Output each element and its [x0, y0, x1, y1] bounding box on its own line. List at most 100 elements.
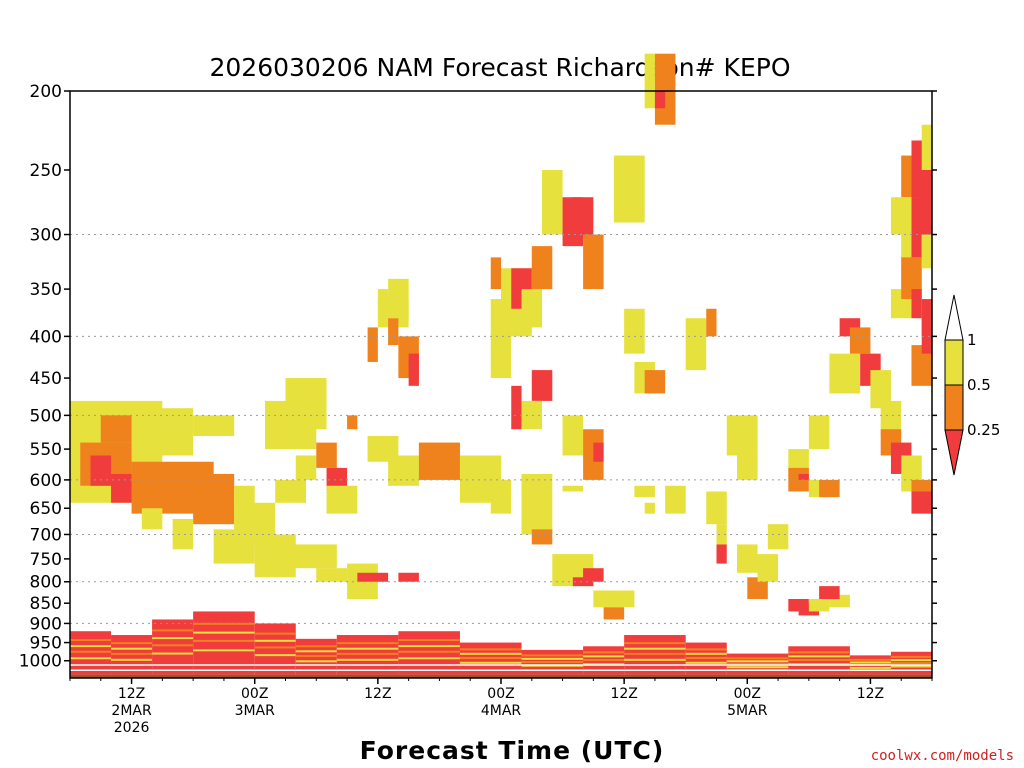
boundary-layer-gap [111, 669, 153, 671]
ri-cell [531, 370, 553, 401]
boundary-layer-gap [295, 669, 337, 671]
boundary-layer-stripe [70, 657, 112, 660]
boundary-layer-gap [254, 664, 296, 666]
x-axis-label: Forecast Time (UTC) [360, 736, 665, 765]
ri-cell [347, 415, 358, 430]
boundary-layer-stripe [295, 660, 337, 663]
ri-cell [542, 169, 563, 235]
boundary-layer-stripe [890, 665, 932, 668]
ri-cell [603, 607, 625, 620]
ri-cell [737, 449, 758, 480]
boundary-layer-gap [152, 664, 194, 666]
boundary-layer-gap [788, 664, 850, 666]
boundary-layer-stripe [254, 639, 296, 642]
ri-cell [644, 502, 655, 514]
boundary-layer-stripe [254, 632, 296, 635]
ri-cell [152, 408, 194, 456]
boundary-layer-stripe [521, 661, 584, 664]
ri-cell [193, 415, 235, 436]
legend-swatch-0.5 - 1 [944, 339, 964, 386]
ri-cell [921, 299, 932, 337]
ri-cell [531, 246, 553, 290]
boundary-layer-stripe [726, 657, 789, 660]
ri-cell [593, 442, 604, 462]
ri-cell [583, 234, 604, 290]
ri-cell [388, 455, 419, 486]
boundary-layer-gap [70, 664, 112, 666]
ri-cell [316, 442, 337, 468]
boundary-layer-stripe [788, 651, 850, 654]
ri-cell [911, 345, 932, 386]
ri-cell [808, 599, 830, 612]
ri-cell [511, 385, 522, 430]
boundary-layer-gap [254, 669, 296, 671]
ri-cell [654, 53, 676, 125]
boundary-layer-stripe [398, 650, 460, 653]
ri-cell [388, 318, 399, 346]
site-credit: coolwx.com/models [871, 748, 1014, 764]
boundary-layer-gap [521, 669, 584, 671]
boundary-layer-stripe [521, 654, 584, 657]
boundary-layer-stripe [849, 661, 891, 664]
ri-cell [388, 278, 409, 319]
boundary-layer-gap [890, 669, 932, 671]
boundary-layer-stripe [193, 639, 255, 642]
boundary-layer-gap [849, 664, 891, 666]
ri-cell [737, 544, 758, 573]
x-tick-label: 00Z [487, 686, 514, 702]
legend-swatch-> 1 [944, 294, 964, 341]
boundary-layer-gap [726, 669, 789, 671]
boundary-layer-stripe [459, 652, 522, 655]
ri-cell [521, 473, 553, 535]
ri-cell [901, 257, 922, 300]
boundary-layer-stripe [70, 650, 112, 653]
boundary-layer-stripe [459, 656, 522, 659]
y-tick-label: 350 [30, 280, 62, 300]
boundary-layer-stripe [70, 645, 112, 648]
boundary-layer-stripe [685, 648, 727, 651]
boundary-layer-stripe [70, 639, 112, 642]
ri-cell [367, 327, 378, 362]
ri-cell [665, 485, 686, 514]
y-tick-label: 950 [30, 634, 62, 654]
ri-cell [634, 485, 655, 498]
ri-cell [644, 53, 655, 109]
boundary-layer-stripe [726, 660, 789, 663]
boundary-layer-stripe [193, 622, 255, 625]
ri-cell [757, 554, 779, 582]
ri-cell [726, 415, 758, 456]
y-tick-label: 750 [30, 550, 62, 570]
ri-cell [357, 572, 389, 582]
ri-cell [295, 455, 317, 480]
boundary-layer-gap [521, 664, 584, 666]
boundary-layer-stripe [336, 652, 399, 655]
boundary-layer-gap [624, 664, 686, 666]
boundary-layer-stripe [890, 662, 932, 665]
ri-cell [829, 353, 861, 394]
ri-cell [798, 473, 809, 480]
boundary-layer-stripe [336, 642, 399, 645]
boundary-layer-stripe [459, 661, 522, 664]
y-tick-label: 900 [30, 614, 62, 634]
ri-cell [624, 308, 645, 354]
ri-cell [490, 257, 501, 290]
boundary-layer-stripe [459, 648, 522, 651]
legend-label: 1 [967, 331, 977, 349]
ri-cell [808, 415, 830, 450]
boundary-layer-stripe [685, 656, 727, 659]
ri-cell [870, 370, 891, 409]
ri-cell [377, 289, 389, 319]
boundary-layer-stripe [583, 659, 625, 662]
ri-cell [819, 586, 840, 600]
ri-cell [562, 485, 584, 492]
boundary-layer-stripe [398, 639, 460, 642]
ri-cell [326, 467, 348, 492]
ri-cell [572, 197, 594, 235]
boundary-layer-stripe [254, 646, 296, 649]
ri-cell [275, 544, 337, 569]
x-tick-label: 12Z [118, 686, 145, 702]
plot-frame [69, 90, 933, 679]
y-axis-ticks: 200 250 300 350 400 450 500 550 600 650 700 750 8008… [19, 82, 937, 672]
y-tick-label: 800 [30, 573, 62, 593]
boundary-layer-stripe [398, 657, 460, 660]
